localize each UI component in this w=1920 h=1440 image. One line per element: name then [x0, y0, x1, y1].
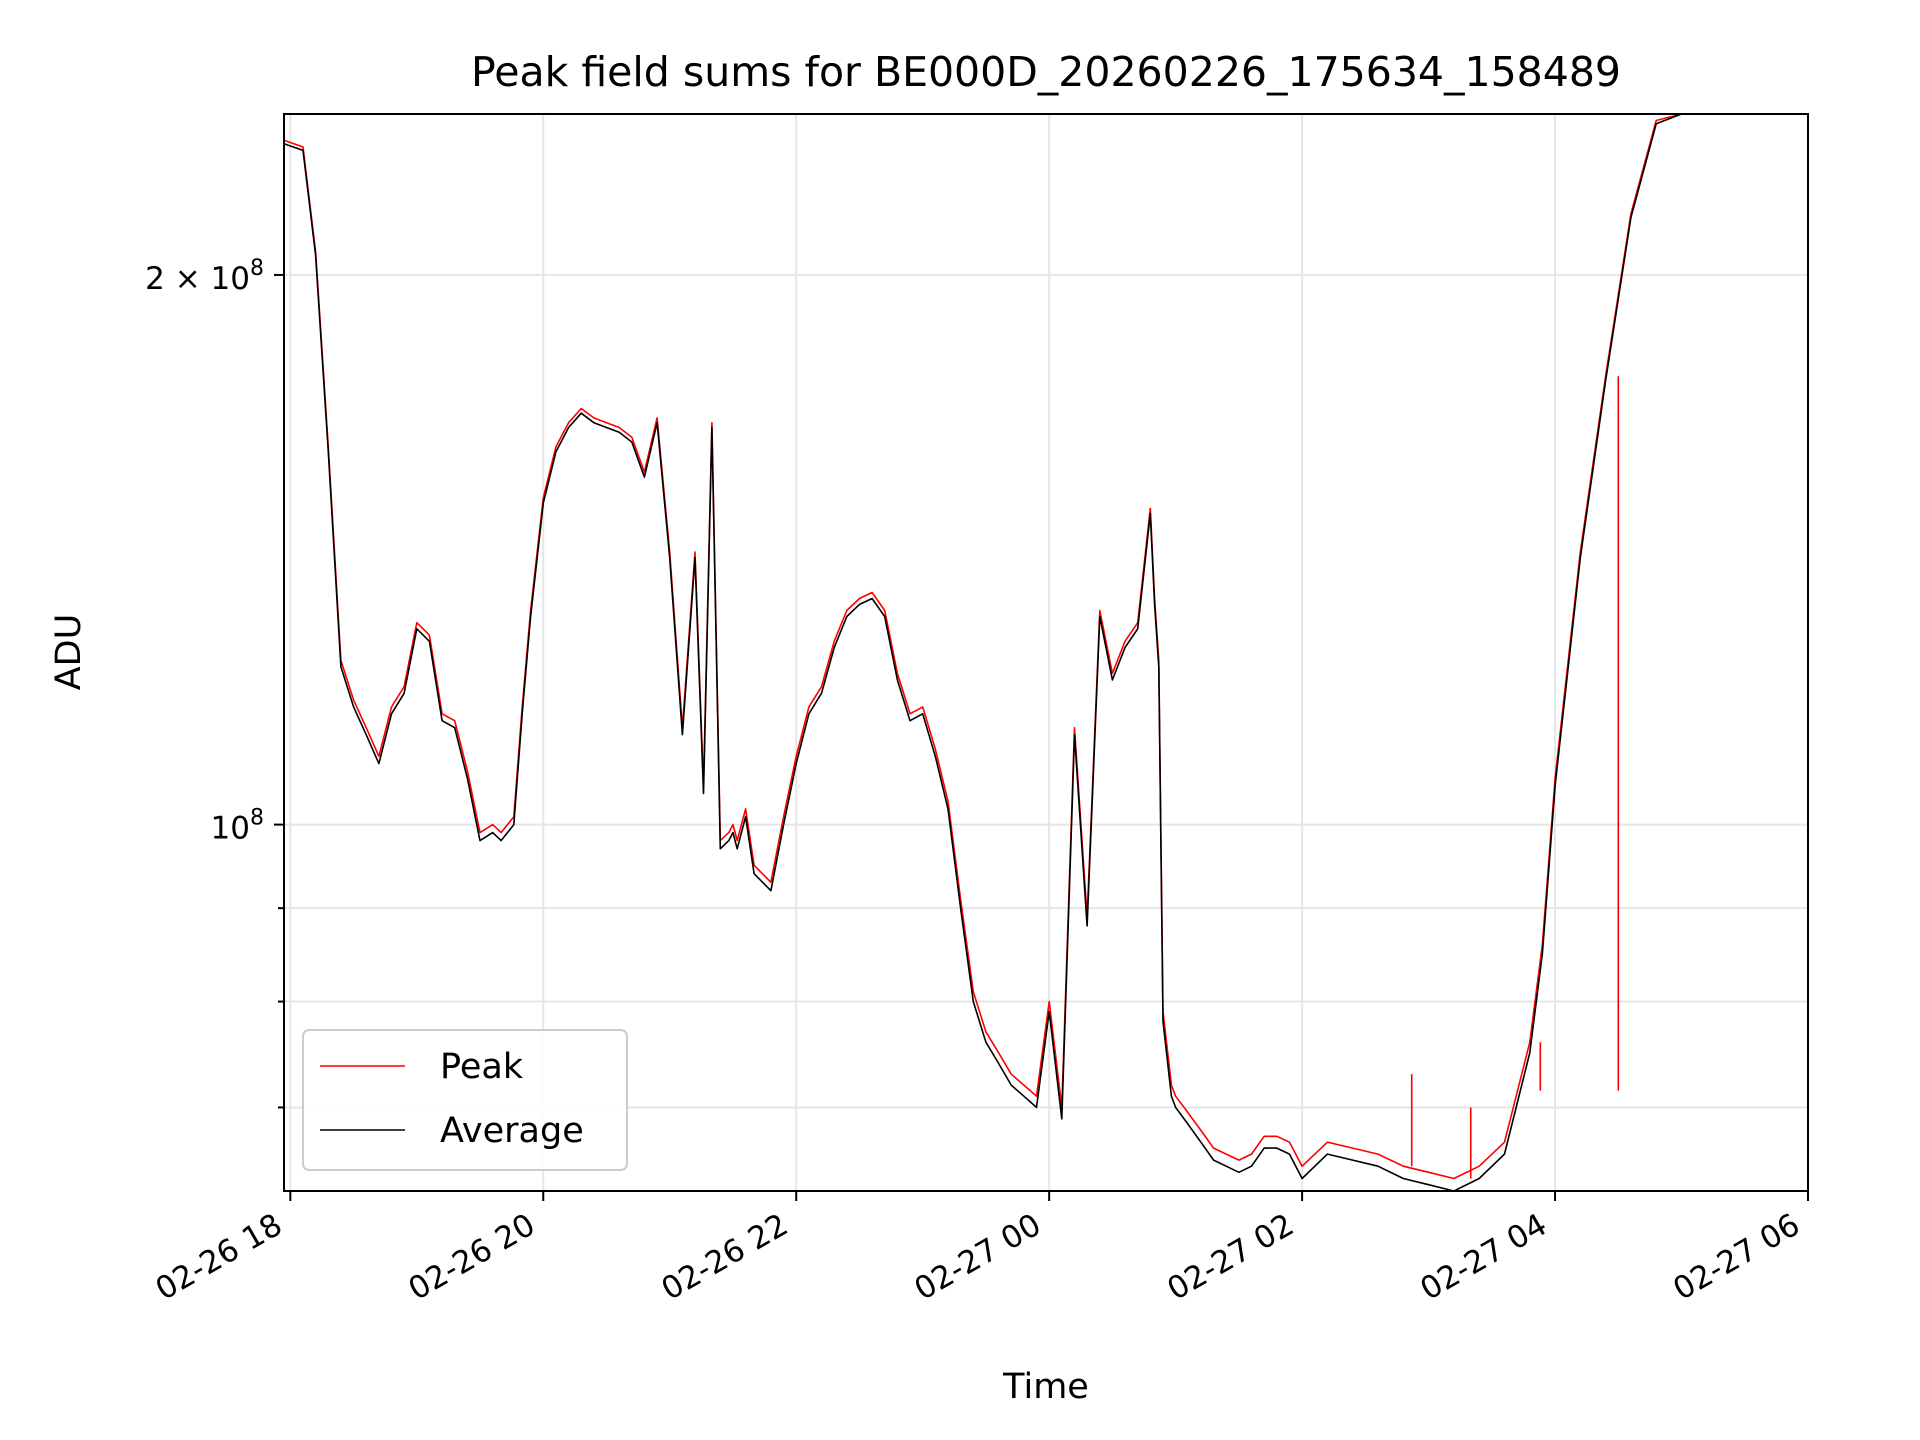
y-tick-label: 108	[211, 806, 264, 847]
legend-frame	[302, 1029, 628, 1171]
chart-title: Peak field sums for BE000D_20260226_1756…	[471, 48, 1621, 96]
legend-label-average: Average	[440, 1111, 584, 1151]
plot-frame	[283, 113, 1809, 1192]
legend-label-peak: Peak	[440, 1047, 524, 1087]
series-line-average	[283, 113, 1808, 1192]
legend: Peak Average	[302, 1029, 628, 1171]
plot-lines	[283, 113, 1808, 1192]
y-axis-ticks: 108 2 × 108	[145, 256, 284, 1109]
x-axis-label: Time	[1002, 1367, 1089, 1407]
y-axis-label: ADU	[49, 614, 89, 691]
y-tick-label: 2 × 108	[145, 256, 264, 297]
